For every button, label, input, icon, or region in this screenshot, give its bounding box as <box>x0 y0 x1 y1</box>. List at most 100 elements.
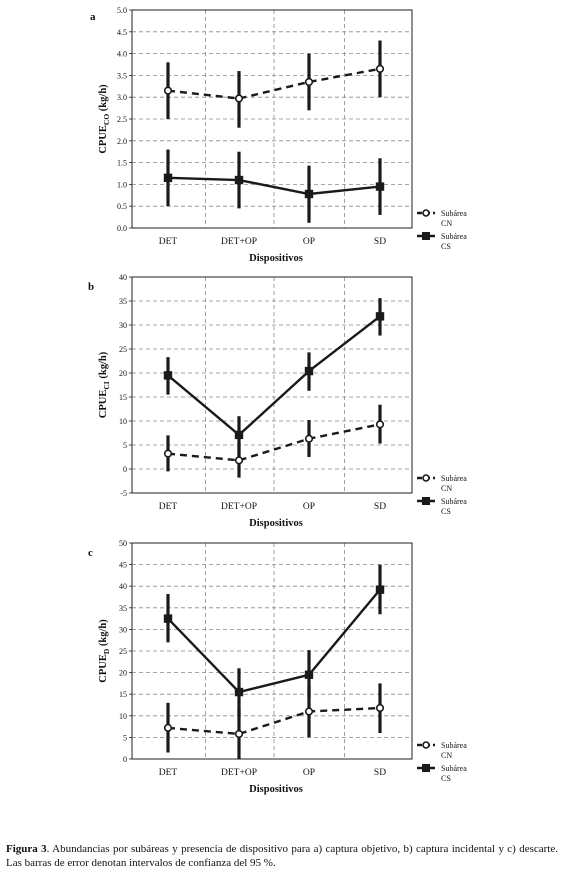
y-tick-label: 0.5 <box>117 202 127 211</box>
x-tick-label: SD <box>374 768 386 778</box>
y-tick-label: 5.0 <box>117 6 127 15</box>
legend-label-line2: CN <box>441 219 452 228</box>
legend-label: Subárea <box>441 497 467 506</box>
y-tick-label: 15 <box>119 690 127 699</box>
x-tick-label: DET <box>159 768 178 778</box>
y-tick-label: 0.0 <box>117 224 127 233</box>
y-tick-label: 25 <box>119 345 127 354</box>
x-tick-label: OP <box>303 768 315 778</box>
x-axis-label: Dispositivos <box>249 253 303 264</box>
y-tick-label: 20 <box>119 369 127 378</box>
legend-swatch-marker <box>422 497 430 505</box>
y-tick-label: 0 <box>123 465 127 474</box>
y-tick-label: -5 <box>120 489 127 498</box>
legend-swatch-marker <box>422 232 430 240</box>
data-point <box>304 77 314 87</box>
plot-area <box>131 542 413 760</box>
y-tick-label: 10 <box>119 417 127 426</box>
x-axis-label: Dispositivos <box>249 518 303 529</box>
series-line <box>167 176 381 196</box>
legend-swatch-marker <box>422 209 430 217</box>
y-tick-label: 15 <box>119 393 127 402</box>
y-axis-label-unit: (kg/h) <box>98 84 109 114</box>
panel-label: c <box>88 547 93 559</box>
y-tick-label: 40 <box>119 582 127 591</box>
legend-label: Subárea <box>441 474 467 483</box>
x-tick-label: OP <box>303 502 315 512</box>
figure: a 0.0 0.5 1.0 1.5 2.0 2.5 3.0 3.5 4.0 4.5 5.0 DET DET… <box>88 6 467 795</box>
y-tick-label: 3.0 <box>117 93 127 102</box>
legend-swatch-marker <box>422 741 430 749</box>
data-point <box>234 687 244 697</box>
data-point <box>304 189 314 199</box>
y-axis-label-main: CPUE <box>98 654 109 683</box>
y-axis-label-sub: CI <box>102 381 111 389</box>
data-point <box>234 94 244 103</box>
y-axis-label-main: CPUE <box>98 390 109 419</box>
legend-swatch-marker <box>422 764 430 772</box>
chart-panel-c: c 0 5 10 15 20 25 30 35 40 45 50 DET DET+OP OP SD Dispos… <box>88 539 467 795</box>
data-point <box>375 182 385 191</box>
data-point <box>163 173 173 183</box>
y-tick-label: 2.0 <box>117 137 127 146</box>
data-point <box>375 64 385 73</box>
series-line <box>167 588 381 694</box>
data-point <box>375 420 385 429</box>
y-tick-label: 35 <box>119 604 127 613</box>
x-tick-label: DET+OP <box>221 768 257 778</box>
x-tick-label: DET <box>159 502 178 512</box>
series-CN <box>163 40 385 128</box>
legend-label: Subárea <box>441 232 467 241</box>
y-tick-label: 30 <box>119 625 127 634</box>
series-CS <box>163 564 385 716</box>
chart-panel-b: b -5 0 5 10 15 20 25 30 35 40 DET DET+OP OP SD Disposit… <box>88 273 467 529</box>
data-point <box>304 366 314 376</box>
x-tick-label: DET+OP <box>221 502 257 512</box>
y-axis-label: CPUED (kg/h) <box>98 619 111 683</box>
y-tick-label: 45 <box>119 561 127 570</box>
data-point <box>304 434 314 443</box>
series-line <box>167 706 381 736</box>
data-point <box>163 86 173 95</box>
x-tick-label: DET+OP <box>221 237 257 247</box>
y-tick-label: 0 <box>123 755 127 764</box>
y-tick-label: 50 <box>119 539 127 548</box>
legend-label-line2: CS <box>441 242 451 251</box>
series-CN <box>163 404 385 478</box>
legend-label-line2: CN <box>441 751 452 760</box>
y-axis-label-unit: (kg/h) <box>98 619 109 649</box>
data-point <box>234 175 244 185</box>
y-tick-label: 4.0 <box>117 50 127 59</box>
x-tick-label: SD <box>374 502 386 512</box>
y-tick-label: 5 <box>123 733 127 742</box>
legend-swatch-marker <box>422 474 430 482</box>
panel-label: b <box>88 281 94 293</box>
y-tick-label: 4.5 <box>117 28 127 37</box>
y-tick-label: 5 <box>123 441 127 450</box>
data-point <box>375 312 385 321</box>
data-point <box>375 703 385 713</box>
data-point <box>304 670 314 679</box>
caption-text: . Abundancias por subáreas y presencia d… <box>6 843 558 869</box>
y-tick-label: 2.5 <box>117 115 127 124</box>
data-point <box>375 585 385 594</box>
plot-area <box>131 9 413 229</box>
x-tick-label: DET <box>159 237 178 247</box>
series-line <box>167 423 381 462</box>
y-tick-label: 35 <box>119 297 127 306</box>
legend-label-line2: CN <box>441 484 452 493</box>
y-axis-label-unit: (kg/h) <box>98 351 109 381</box>
legend-label-line2: CS <box>441 507 451 516</box>
legend-label: Subárea <box>441 209 467 218</box>
plot-area <box>131 276 413 494</box>
data-point <box>304 707 314 716</box>
y-axis-label-main: CPUE <box>98 125 109 154</box>
y-tick-label: 40 <box>119 273 127 282</box>
chart-panel-a: a 0.0 0.5 1.0 1.5 2.0 2.5 3.0 3.5 4.0 4.5 5.0 DET DET… <box>90 6 467 264</box>
caption-label: Figura 3 <box>6 843 47 855</box>
data-point <box>234 729 244 739</box>
